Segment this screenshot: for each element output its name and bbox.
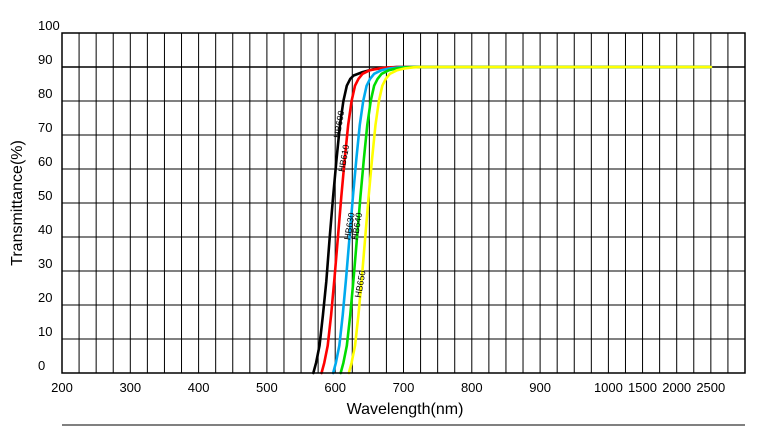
- y-tick-label: 0: [38, 358, 45, 373]
- plot-border: [61, 32, 746, 374]
- x-tick-label: 700: [393, 380, 415, 395]
- x-tick-label: 900: [529, 380, 551, 395]
- series-line-hb630: [331, 65, 713, 375]
- x-tick-label: 1500: [628, 380, 657, 395]
- x-tick-label: 2000: [662, 380, 691, 395]
- plot-frame: [61, 32, 746, 374]
- y-tick-label: 30: [38, 256, 52, 271]
- y-tick-label: 10: [38, 324, 52, 339]
- curve-label-hb640: HB640: [350, 212, 365, 241]
- series-line-hb650: [347, 65, 713, 375]
- y-tick-label: 70: [38, 120, 52, 135]
- x-tick-label: 1000: [594, 380, 623, 395]
- x-tick-label: 2500: [696, 380, 725, 395]
- series-line-hb610: [320, 65, 713, 375]
- curve-label-hb610: HB610: [337, 144, 352, 173]
- series-line-hb640: [339, 65, 713, 375]
- series-line-hb600: [312, 65, 713, 375]
- series-lines: [312, 65, 713, 375]
- curve-label-hb650: HB650: [353, 270, 368, 299]
- tick-labels: 200 300 400 500 600 700 800 900 1000 1500 2000 2500…: [38, 18, 725, 395]
- y-tick-label: 80: [38, 86, 52, 101]
- curve-label-hb630: HB630: [342, 212, 357, 241]
- y-tick-label: 90: [38, 52, 52, 67]
- y-tick-label: 20: [38, 290, 52, 305]
- y-tick-label: 40: [38, 222, 52, 237]
- x-axis-title: Wavelength(nm): [347, 401, 464, 418]
- y-tick-label: 50: [38, 188, 52, 203]
- x-tick-label: 300: [119, 380, 141, 395]
- x-tick-label: 400: [188, 380, 210, 395]
- curve-label-hb600: HB600: [332, 110, 347, 139]
- x-tick-label: 600: [324, 380, 346, 395]
- y-tick-label: 100: [38, 18, 60, 33]
- x-tick-label: 200: [51, 380, 73, 395]
- y-tick-label: 60: [38, 154, 52, 169]
- y-axis-title: Transmittance(%): [9, 140, 26, 266]
- x-tick-label: 500: [256, 380, 278, 395]
- x-tick-label: 800: [461, 380, 483, 395]
- grid: [62, 33, 745, 373]
